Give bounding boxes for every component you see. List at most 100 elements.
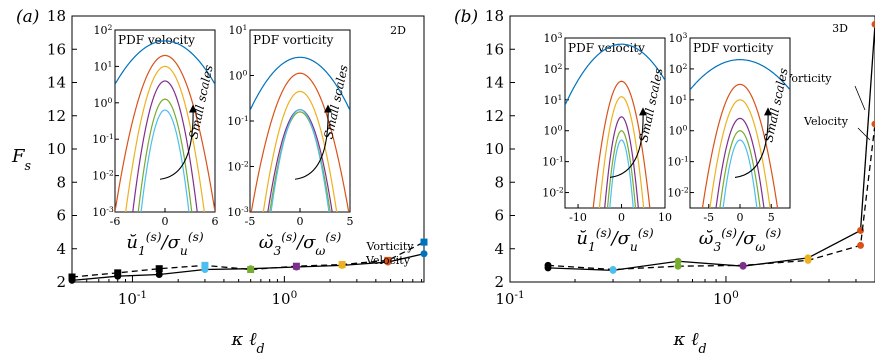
inset-y-tick-label: 10-2 (542, 185, 564, 200)
y-tick-label: 8 (494, 173, 504, 191)
x-axis-label: κ ℓd (230, 329, 264, 355)
inset-x-tick-label: 0 (737, 211, 744, 224)
series-point (114, 269, 122, 277)
pdf-curve (250, 56, 350, 111)
pdf-curve (565, 43, 665, 106)
x-tick-label: 100 (713, 289, 739, 308)
inset-x-tick-label: -5 (245, 215, 256, 228)
inset-y-tick-label: 101 (544, 92, 563, 107)
inset-y-tick-label: 102 (669, 61, 688, 76)
series-point (544, 261, 552, 269)
inset-y-tick-label: 10-1 (542, 154, 564, 169)
pdf-curve (701, 83, 779, 208)
pdf-curve (269, 111, 331, 212)
y-tick-label: 6 (494, 207, 504, 225)
inset-title: PDF vorticity (253, 33, 334, 47)
y-tick-label: 12 (485, 107, 504, 125)
pdf-curve (606, 130, 637, 208)
y-tick-label: 8 (56, 173, 66, 191)
inset-y-tick-label: 100 (229, 68, 248, 83)
inset-frame (564, 37, 666, 209)
inset-x-axis-label: ŭ1(s)/σu(s) (126, 230, 204, 258)
series-point (804, 256, 812, 264)
y-tick-label: 18 (47, 7, 66, 25)
y-tick-label: 2 (494, 273, 504, 291)
inset-y-tick-label: 10-1 (227, 114, 249, 129)
pdf-curve (592, 80, 651, 208)
curve-label-vorticity: Vorticity (365, 240, 414, 253)
inset-y-tick-label: 10-2 (667, 185, 689, 200)
series-point (247, 266, 255, 274)
pdf-curve (598, 96, 645, 208)
inset-y-tick-label: 10-3 (227, 205, 249, 220)
series-point (292, 262, 300, 270)
inset-y-tick-label: 100 (669, 123, 688, 138)
panel-a: 2 4 6 8 10 12 14 16 18 10-1 100 (a) 2D VorticityVeloc… (11, 7, 428, 355)
inset-x-axis-label: ω̆3(s)/σω(s) (259, 230, 342, 258)
pdf-curve (609, 139, 634, 208)
x-tick-label: 100 (271, 289, 297, 308)
inset-x-tick-label: -10 (569, 211, 587, 224)
pdf-curve (722, 139, 758, 208)
y-tick-label: 10 (47, 140, 66, 158)
inset-y-tick-label: 101 (229, 23, 248, 38)
inset-x-tick-label: 0 (162, 215, 169, 228)
curve-label-vorticity: Vorticity (783, 72, 832, 85)
y-tick-label: 6 (56, 207, 66, 225)
pdf-curve (115, 54, 215, 212)
pdf-curve (115, 40, 215, 85)
arrow-line (734, 109, 769, 178)
y-tick-label: 18 (485, 7, 504, 25)
panel-label: (b) (454, 7, 478, 27)
inset-x-tick-label: 6 (212, 215, 219, 228)
series-point (338, 261, 346, 269)
inset-y-tick-label: 10-1 (92, 132, 114, 147)
inset-curves (115, 40, 215, 212)
arrow-head (764, 107, 772, 116)
pdf-curve (250, 72, 350, 212)
inset-x-tick-label: 5 (347, 215, 354, 228)
inset-y-tick-label: 10-1 (667, 154, 689, 169)
pdf-curve (270, 109, 330, 212)
pdf-curve (690, 59, 790, 91)
series-point (739, 261, 747, 269)
x-tick-label: 10-1 (495, 289, 524, 308)
arrow-line (294, 106, 329, 180)
inset-title: PDF velocity (118, 33, 195, 47)
x-tick-label: 10-1 (118, 289, 147, 308)
y-tick-label: 10 (485, 140, 504, 158)
series-point (871, 120, 875, 128)
series-point (155, 265, 163, 273)
series-line-velocity (71, 241, 425, 278)
pdf-curve (604, 116, 639, 208)
series-point (155, 271, 163, 279)
curve-label-leader (854, 85, 866, 111)
pdf-curve (715, 117, 765, 208)
series-point (674, 262, 682, 270)
inset-x-tick-label: 0 (618, 211, 625, 224)
arrow-line (609, 109, 644, 178)
arrow-line (159, 106, 194, 180)
arrow-head (324, 104, 332, 113)
pdf-curve (125, 65, 205, 212)
pdf-curve (132, 80, 198, 212)
pdf-curve (140, 109, 190, 212)
inset-curves (250, 56, 350, 212)
inset-x-tick-label: 5 (768, 211, 775, 224)
pdf-curve (719, 130, 761, 208)
inset-y-tick-label: 103 (669, 31, 688, 46)
inset-x-tick-label: -5 (703, 211, 714, 224)
y-tick-label: 14 (485, 74, 504, 92)
inset-curves (565, 43, 665, 208)
y-tick-label: 2 (56, 273, 66, 291)
curve-label-velocity: Velocity (365, 254, 411, 267)
series-point (857, 241, 865, 249)
inset-x-axis-label: ω̆3(s)/σω(s) (699, 226, 782, 254)
arrow-head (639, 107, 647, 116)
inset-curves (690, 59, 790, 208)
series-point (68, 273, 76, 281)
y-tick-label: 16 (485, 40, 504, 58)
y-tick-label: 12 (47, 107, 66, 125)
